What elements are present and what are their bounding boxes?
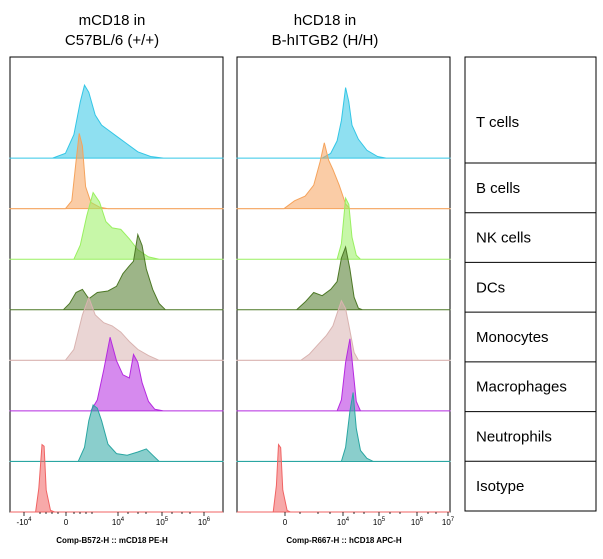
row-label-table xyxy=(464,56,597,512)
row-label-macrophages: Macrophages xyxy=(476,379,567,396)
panel-1-tick-label-2: 104 xyxy=(112,517,125,527)
panel-2-tick-label-2: 105 xyxy=(373,517,386,527)
histogram-t-cells xyxy=(9,83,224,159)
row-label-neutrophils: Neutrophils xyxy=(476,428,552,445)
panel-1-tick-label-0: -104 xyxy=(17,517,33,527)
panel-2-tick-label-3: 106 xyxy=(411,517,424,527)
row-label-cells: T cells B cells NK cells DCs Monocytes Macrop… xyxy=(465,114,596,495)
row-label-monocytes: Monocytes xyxy=(476,329,549,346)
row-label-b-cells: B cells xyxy=(476,180,520,197)
panel-1-traces xyxy=(9,83,224,513)
histogram-monocytes xyxy=(9,296,224,361)
x-axis-tick-marks xyxy=(23,512,449,516)
histogram-b-cells xyxy=(9,133,224,210)
panel-2-tick-label-1: 104 xyxy=(337,517,350,527)
panel-2-title-line-1: hCD18 in xyxy=(294,12,357,29)
row-label-nk-cells: NK cells xyxy=(476,230,531,247)
panel-1-x-ticks: -104 0 104 105 106 xyxy=(17,517,211,527)
histogram-monocytes xyxy=(236,299,451,361)
histogram-neutrophils xyxy=(9,404,224,462)
row-label-dcs: DCs xyxy=(476,279,505,296)
panel-2-traces xyxy=(236,87,451,513)
histogram-dcs xyxy=(236,245,451,311)
panel-1-tick-label-1: 0 xyxy=(64,518,69,527)
row-label-t-cells: T cells xyxy=(476,114,519,131)
panel-2-title-line-2: B-hITGB2 (H/H) xyxy=(272,32,379,49)
panel-1-frame xyxy=(9,56,224,513)
panel-2-x-ticks: 0 104 105 106 107 xyxy=(283,517,455,527)
histogram-neutrophils xyxy=(236,392,451,462)
histogram-isotype xyxy=(10,443,223,513)
panel-2-tick-label-4: 107 xyxy=(442,517,455,527)
panel-1-x-axis-label: Comp-B572-H :: mCD18 PE-H xyxy=(56,536,168,545)
histogram-nk-cells xyxy=(9,191,224,260)
histogram-macrophages xyxy=(236,338,451,412)
panel-1-title-line-1: mCD18 in xyxy=(79,12,146,29)
row-label-isotype: Isotype xyxy=(476,478,524,495)
histogram-b-cells xyxy=(236,142,451,210)
panel-2-tick-label-0: 0 xyxy=(283,518,288,527)
histogram-t-cells xyxy=(236,87,451,159)
panel-2-x-axis-label: Comp-R667-H :: hCD18 APC-H xyxy=(286,536,401,545)
histogram-macrophages xyxy=(9,337,224,412)
histogram-isotype xyxy=(237,443,450,513)
panel-1-title-line-2: C57BL/6 (+/+) xyxy=(65,32,159,49)
histogram-nk-cells xyxy=(236,196,451,260)
panel-1-tick-label-3: 105 xyxy=(156,517,169,527)
panel-1-tick-label-4: 106 xyxy=(198,517,211,527)
histogram-dcs xyxy=(9,232,224,311)
